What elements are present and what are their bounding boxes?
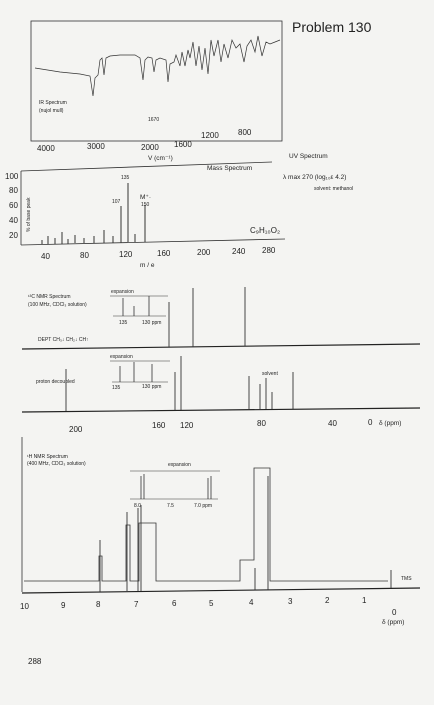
ms-y-tick: 20 [9,231,18,240]
c13-solvent-label: solvent [262,371,278,377]
c13-x-unit: δ (ppm) [379,420,401,427]
ms-label: Mass Spectrum [207,165,252,172]
ms-molecular-ion-value: 150 [141,202,150,208]
c13-label-line2: (100 MHz, CDCl₃ solution) [28,302,87,308]
c13-exp2-tick: 135 [112,385,121,391]
ms-top-border [20,161,273,172]
c13-expansion-label-2: expansion [110,354,133,360]
uv-lambda-max: λ max 270 (log₁₀ε 4.2) [283,174,346,181]
ms-formula: C₉H₁₀O₂ [250,226,280,235]
ir-label-line1: IR Spectrum [39,100,67,106]
ms-bars [41,183,146,244]
ms-y-tick: 100 [5,172,19,181]
ms-y-tick: 60 [9,201,18,210]
c13-x-tick: 40 [328,419,337,428]
h1-x-tick: 5 [209,599,214,608]
h1-x-tick: 2 [325,596,330,605]
h1-expansion-label: expansion [168,462,191,468]
c13-exp2-tick: 130 ppm [142,384,161,390]
c13-expansion-label: expansion [111,289,134,295]
c13-dept-baseline [21,343,421,350]
uv-spectrum: UV Spectrum λ max 270 (log₁₀ε 4.2) solve… [283,153,353,192]
ms-x-tick: 120 [119,250,133,259]
ir-x-tick: 2000 [141,143,159,152]
ir-frame [30,20,283,142]
c13-exp-tick: 135 [119,320,128,326]
c13-x-tick: 0 [368,418,373,427]
ms-x-tick: 160 [157,249,171,258]
ms-x-tick: 200 [197,248,211,257]
ms-peak-label: 107 [112,199,121,205]
c13-exp-tick: 130 ppm [142,320,161,326]
h1-baseline [21,587,421,594]
ms-y-axis-label: % of base peak [26,197,32,232]
ir-x-tick: 4000 [37,144,55,153]
ms-x-tick: 80 [80,251,89,260]
page-number: 288 [28,657,42,666]
ms-x-tick: 280 [262,246,276,255]
h1-x-tick: 9 [61,601,66,610]
page-title: Problem 130 [292,19,372,35]
ir-x-tick: 1600 [174,140,192,149]
c13-x-tick: 80 [257,419,266,428]
uv-title: UV Spectrum [289,153,328,160]
h1-exp-tick: 8.0 [134,503,141,509]
h1-exp-tick: 7.0 ppm [194,503,212,509]
h1-x-tick: 7 [134,600,139,609]
ms-baseline [20,238,286,246]
h1-label-line2: (400 MHz, CDCl₃ solution) [27,461,86,467]
ir-label-line2: (nujol mull) [39,108,64,114]
h1-exp-tick: 7.5 [167,503,174,509]
h1-x-tick: 8 [96,600,101,609]
h1-x-tick: 0 [392,608,397,617]
h1-x-tick: 6 [172,599,177,608]
c13-dept-peaks [168,287,246,347]
h1-nmr-spectrum: ¹H NMR Spectrum (400 MHz, CDCl₃ solution… [20,437,421,626]
h1-label-line1: ¹H NMR Spectrum [27,454,68,460]
c13-decoupled-label: proton decoupled [36,379,75,385]
c13-decoupled-baseline [21,407,421,413]
h1-x-tick: 3 [288,597,293,606]
ms-x-label: m / e [140,262,155,269]
h1-x-tick: 4 [249,598,254,607]
h1-tms-label: TMS [401,576,412,582]
c13-nmr-spectrum: ¹³C NMR Spectrum (100 MHz, CDCl₃ solutio… [21,287,421,434]
h1-x-unit: δ (ppm) [382,619,404,626]
c13-x-tick: 200 [69,425,83,434]
c13-dept-label: DEPT CH₃↓ CH₂↓ CH↑ [38,337,89,343]
ir-x-tick: 1200 [201,131,219,140]
uv-solvent: solvent: methanol [314,186,353,192]
h1-expansion-peaks [140,474,212,499]
h1-x-tick: 10 [20,602,29,611]
ms-peak-label: 135 [121,175,130,181]
ms-y-tick: 40 [9,216,18,225]
ir-trace [34,35,281,97]
h1-integral [24,467,388,582]
c13-x-tick: 120 [180,421,194,430]
ms-y-tick: 80 [9,186,18,195]
c13-expansion-peaks [122,296,150,316]
h1-x-tick: 1 [362,596,367,605]
ir-x-tick: 800 [238,128,252,137]
h1-peaks [99,476,392,592]
mass-spectrum: Mass Spectrum % of base peak 100 80 60 4… [5,161,286,269]
ms-molecular-ion-label: M⁺· [140,194,151,201]
c13-expansion2-peaks [119,362,153,382]
c13-decoupled-peaks [65,356,294,411]
c13-label-line1: ¹³C NMR Spectrum [28,294,71,300]
ms-x-tick: 40 [41,252,50,261]
ir-peak-label: 1670 [148,117,159,123]
ir-x-label: V (cm⁻¹) [148,155,173,162]
ir-spectrum: IR Spectrum (nujol mull) 1670 4000 3000 … [30,20,283,162]
ir-x-tick: 3000 [87,142,105,151]
ms-x-tick: 240 [232,247,246,256]
c13-x-tick: 160 [152,421,166,430]
